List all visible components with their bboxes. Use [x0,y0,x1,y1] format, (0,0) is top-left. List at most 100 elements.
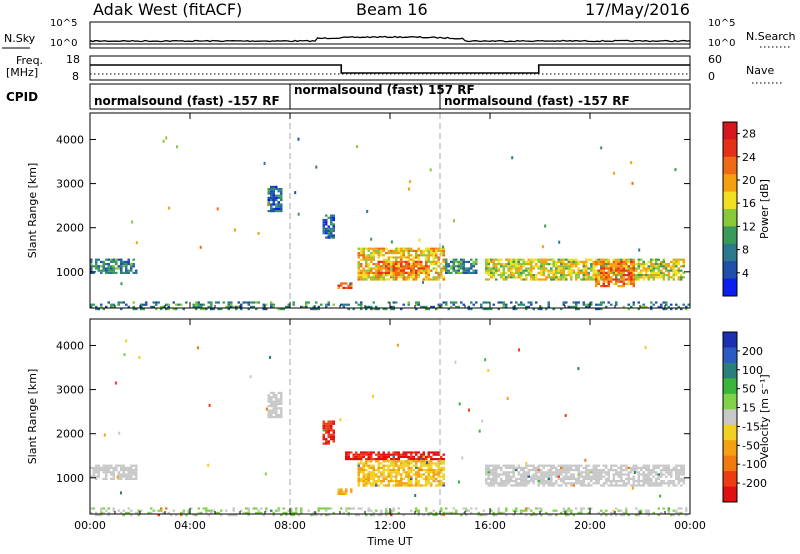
freq-label: Freq. [16,54,44,67]
ylabel-velocity: Slant Range [km] [26,369,39,465]
colorbar-swatch-velocity-2 [723,362,737,379]
colorbar-swatch-velocity-8 [723,455,737,472]
colorbar-tick-power-1: 8 [742,244,749,257]
data-region-velocity-2 [322,420,335,445]
colorbar-tick-power-5: 24 [742,151,756,164]
colorbar-swatch-velocity-9 [723,471,737,488]
date-title: 17/May/2016 [585,0,690,19]
ytick-label-velocity-3: 4000 [56,339,84,352]
freq-top: 18 [66,53,80,66]
heatmap-velocity [90,339,688,517]
xtick-label-velocity-4: 16:00 [474,519,506,532]
colorbar-swatch-power-4 [723,191,737,210]
colorbar-tick-velocity-3: 15 [742,402,756,415]
data-region-velocity-6 [485,464,685,487]
colorbar-tick-velocity-1: 100 [742,364,763,377]
colorbar-label-power: Power [dB] [758,179,771,239]
colorbar-swatch-power-3 [723,174,737,193]
colorbar-tick-velocity-5: -50 [742,439,760,452]
beam-title: Beam 16 [356,0,428,19]
colorbar-swatch-velocity-6 [723,424,737,441]
data-region-velocity-3 [345,451,445,461]
ytick-label-power-3: 4000 [56,133,84,146]
colorbar-tick-velocity-2: 50 [742,383,756,396]
data-region-power-2 [322,214,335,239]
freq-bottom: 8 [72,70,79,83]
ytick-label-power-0: 1000 [56,266,84,279]
station-title: Adak West (fitACF) [93,0,243,19]
colorbar-swatch-velocity-10 [723,486,737,503]
colorbar-power: 4 8 12 16 20 24 28 [722,121,756,297]
colorbar-swatch-power-8 [723,261,737,280]
colorbar-swatch-velocity-1 [723,347,737,364]
colorbar-swatch-velocity-7 [723,440,737,457]
ytick-label-power-1: 2000 [56,222,84,235]
colorbar-frame-power [722,121,738,297]
colorbar-swatch-power-6 [723,226,737,245]
colorbar-tick-power-0: 4 [742,267,749,280]
colorbar-tick-velocity-4: -15 [742,420,760,433]
freq-unit: [MHz] [6,66,39,79]
colorbar-tick-power-6: 28 [742,128,756,141]
data-region-power-6 [485,258,685,281]
colorbar-tick-velocity-0: 200 [742,345,763,358]
speckles-power [111,136,677,286]
data-region-power-0 [90,258,138,274]
colorbar-swatch-power-7 [723,243,737,262]
colorbar-swatch-velocity-0 [723,332,737,348]
data-region-velocity-1 [267,391,283,419]
colorbar-tick-velocity-7: -200 [742,477,767,490]
heatmap-power [90,136,690,311]
ylabel-power: Slant Range [km] [26,163,39,259]
nsky-scale-bottom-right: 10^0 [708,38,736,49]
colorbar-swatch-power-2 [723,156,737,175]
nsky-trace [89,35,691,43]
colorbar-tick-power-3: 16 [742,197,756,210]
data-region-power-5 [445,258,478,274]
nave-label: Nave [746,64,775,77]
nsky-label: N.Sky [4,32,36,45]
ytick-label-velocity-0: 1000 [56,472,84,485]
data-region-velocity-0 [90,464,138,480]
colorbar-swatch-velocity-5 [723,409,737,426]
colorbar-label-velocity: Velocity [m s⁻¹] [758,374,771,459]
nsky-scale-top-right: 10^5 [708,18,736,29]
xtick-label-velocity-3: 12:00 [374,519,406,532]
cpid-segment-1: normalsound (fast) -157 RF [94,94,280,108]
nsky-panel-frame [89,21,691,49]
data-region-velocity-7 [90,507,688,517]
data-region-power-8 [337,282,353,289]
colorbar-frame-velocity [722,331,738,503]
freq-panel-frame [89,55,691,81]
ytick-label-power-2: 3000 [56,178,84,191]
colorbar-tick-power-4: 20 [742,174,756,187]
nsky-scale-top-left: 10^5 [50,18,78,29]
ytick-label-velocity-2: 3000 [56,384,84,397]
data-region-velocity-5 [337,488,353,495]
xtick-label-velocity-6: 00:00 [674,519,706,532]
freq-trace [90,64,690,74]
data-region-power-9 [90,301,690,311]
nave-top: 60 [708,53,722,66]
ytick-label-velocity-1: 2000 [56,428,84,441]
colorbar-swatch-velocity-4 [723,393,737,410]
nave-bottom: 0 [708,70,715,83]
data-region-power-7 [595,260,635,288]
xtick-label-velocity-1: 04:00 [174,519,206,532]
cpid-panel-frame [89,83,691,110]
colorbar-swatch-power-1 [723,139,737,158]
xlabel-velocity: Time UT [366,535,412,548]
xtick-label-velocity-2: 08:00 [274,519,306,532]
data-region-power-4 [377,260,428,274]
colorbar-tick-velocity-6: -100 [742,458,767,471]
colorbar-velocity: 200 100 50 15 -15 -50 -100 -200 [722,331,767,503]
cpid-segment-3: normalsound (fast) -157 RF [444,94,630,108]
nsearch-label: N.Search [746,30,796,43]
nsky-scale-bottom-left: 10^0 [50,38,78,49]
colorbar-tick-power-2: 12 [742,220,756,233]
cpid-label: CPID [6,90,39,104]
colorbar-swatch-velocity-3 [723,378,737,395]
speckles-velocity [103,339,662,498]
colorbar-swatch-power-5 [723,209,737,227]
